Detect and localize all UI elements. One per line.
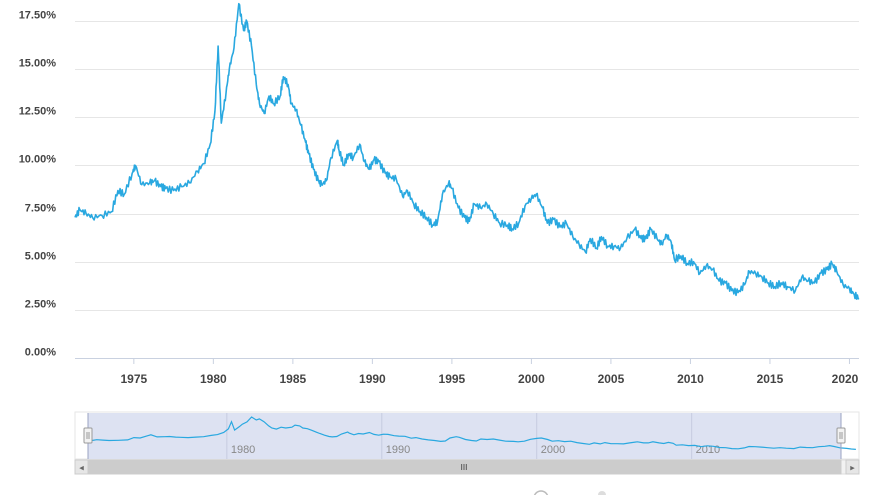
- y-tick-label: 10.00%: [19, 154, 57, 166]
- x-tick-label: 1975: [120, 372, 147, 386]
- navigator-series-line: [91, 416, 856, 450]
- navigator-left-handle[interactable]: [83, 427, 93, 444]
- navigator[interactable]: 1980 1990 2000 2010: [74, 411, 860, 460]
- x-tick-label: 1980: [200, 372, 227, 386]
- x-tick-label: 2020: [832, 372, 859, 386]
- x-tick-label: 1990: [359, 372, 386, 386]
- x-axis: 1975 1980 1985 1990 1995 2000 2005 2010 2015 2020: [120, 358, 859, 386]
- x-tick-label: 2015: [757, 372, 784, 386]
- x-tick-label: 1995: [439, 372, 466, 386]
- y-tick-label: 0.00%: [25, 347, 56, 359]
- x-tick-label: 2010: [677, 372, 704, 386]
- navigator-right-handle[interactable]: [836, 427, 846, 444]
- grid-lines: [75, 21, 859, 311]
- y-tick-label: 17.50%: [19, 10, 57, 22]
- navigator-selection[interactable]: [88, 413, 841, 459]
- navigator-tick-label: 1980: [231, 444, 255, 456]
- navigator-tick-label: 1990: [386, 444, 410, 456]
- y-tick-label: 15.00%: [19, 58, 57, 70]
- y-tick-label: 7.50%: [25, 203, 56, 215]
- scrollbar-thumb[interactable]: [87, 459, 842, 475]
- x-tick-label: 2005: [598, 372, 625, 386]
- scroll-hint-icon: [533, 490, 606, 495]
- scroll-left-arrow-icon[interactable]: ◂: [79, 463, 84, 473]
- y-tick-label: 2.50%: [25, 299, 56, 311]
- navigator-grid: 1980 1990 2000 2010: [226, 413, 720, 459]
- scrollbar[interactable]: ◂ III ▸: [74, 459, 860, 475]
- y-axis: 0.00% 2.50% 5.00% 7.50% 10.00% 12.50% 15.00% 17…: [19, 10, 57, 359]
- y-tick-label: 5.00%: [25, 251, 56, 263]
- series-line: [74, 2, 860, 300]
- x-tick-label: 2000: [518, 372, 545, 386]
- scroll-right-arrow-icon[interactable]: ▸: [850, 463, 855, 473]
- scrollbar-grip-icon[interactable]: III: [461, 463, 468, 472]
- x-tick-label: 1985: [280, 372, 307, 386]
- y-tick-label: 12.50%: [19, 106, 57, 118]
- navigator-tick-label: 2000: [541, 444, 565, 456]
- scroll-right-button[interactable]: [845, 459, 860, 475]
